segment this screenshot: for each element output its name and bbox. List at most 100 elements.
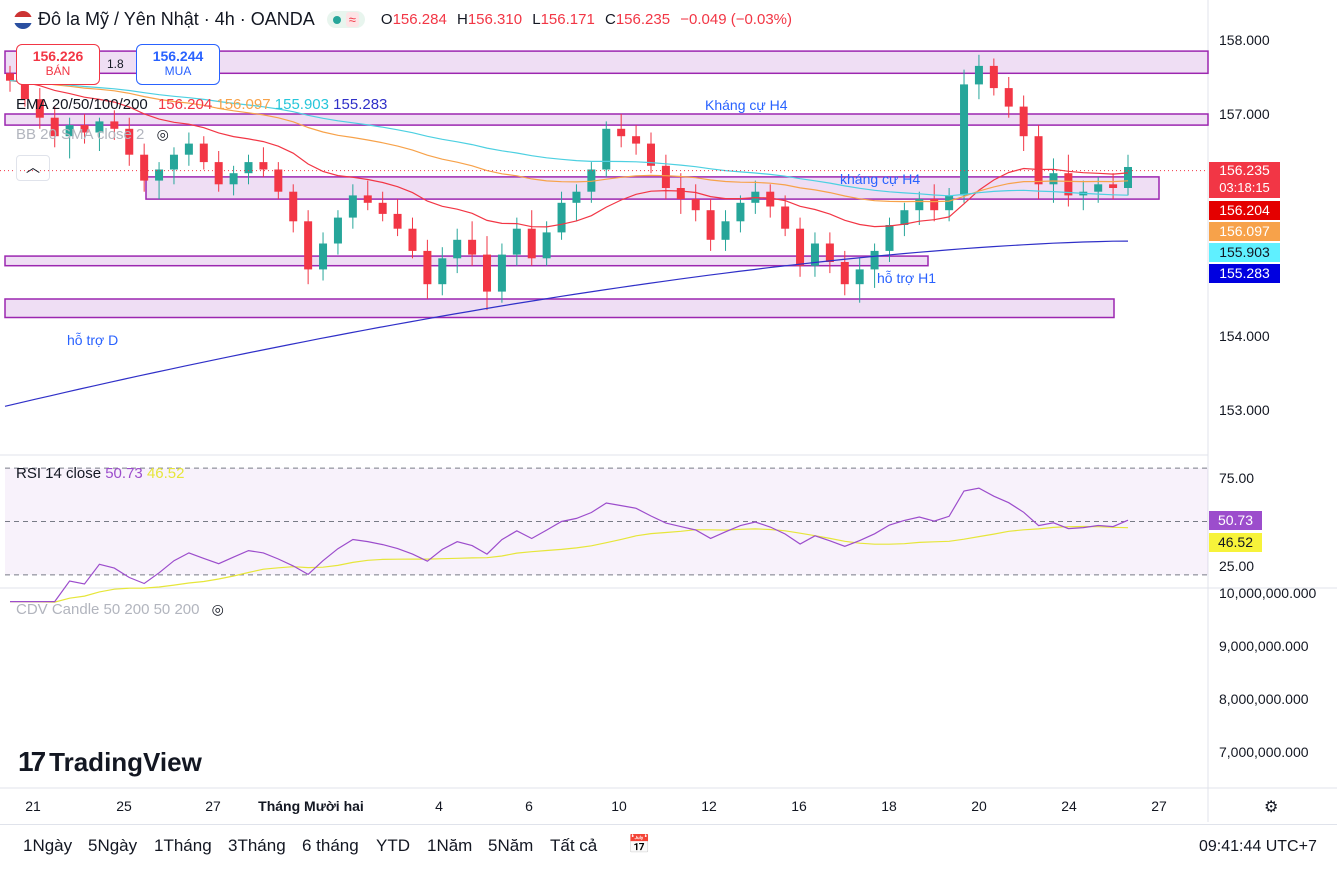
candle-body [95, 121, 104, 133]
spread-value: 1.8 [107, 57, 124, 71]
cdv-axis-label: 8,000,000.000 [1219, 691, 1309, 707]
range-3m-button[interactable]: 3Tháng [228, 836, 286, 855]
candle-body [989, 65, 998, 89]
rsi-legend[interactable]: RSI 14 close 50.73 46.52 [16, 465, 184, 482]
candle-body [169, 154, 178, 170]
cdv-legend[interactable]: CDV Candle 50 200 50 200 ◎ [16, 601, 224, 618]
buy-button[interactable]: 156.244 MUA [136, 44, 220, 85]
candle-body [930, 199, 939, 211]
range-5d-button[interactable]: 5Ngày [88, 836, 138, 855]
market-status-pill[interactable]: ≈ [326, 11, 365, 28]
high-value: 156.310 [467, 11, 523, 28]
ema20-line [9, 80, 1129, 228]
sell-price: 156.226 [32, 48, 84, 64]
candle-body [468, 239, 477, 255]
candle-body [438, 258, 447, 285]
candle-body [512, 228, 521, 255]
tradingview-logo[interactable]: 17 TradingView [18, 746, 202, 778]
candle-body [497, 254, 506, 292]
last-price: 156.235 [1219, 162, 1270, 178]
low-value: 156.171 [540, 11, 595, 28]
candle-body [80, 125, 89, 133]
candle-body [378, 202, 387, 214]
rsi-ma-line [9, 525, 1129, 603]
cdv-axis-label: 10,000,000.000 [1219, 585, 1317, 601]
candle-body [184, 143, 193, 155]
time-axis-label: 25 [116, 798, 132, 814]
sr-zone [4, 298, 1115, 319]
candle-body [557, 202, 566, 233]
sell-button[interactable]: 156.226 BÁN [16, 44, 100, 85]
time-axis-label: 16 [791, 798, 807, 814]
candle-body [110, 121, 119, 129]
candle-body [259, 162, 268, 170]
ema200-value: 155.283 [333, 96, 388, 113]
range-1y-button[interactable]: 1Năm [427, 836, 473, 855]
candle-body [408, 228, 417, 251]
symbol-title[interactable]: Đô la Mỹ / Yên Nhật · 4h · OANDA [38, 9, 315, 29]
bb-title: BB 20 SMA close 2 [16, 126, 145, 143]
candle-body [796, 228, 805, 266]
range-6m-button[interactable]: 6 tháng [302, 836, 359, 855]
candle-body [945, 195, 954, 211]
candle-body [333, 217, 342, 244]
ema20-value: 156.204 [157, 96, 213, 113]
bar-countdown: 03:18:15 [1219, 180, 1270, 195]
bb-legend[interactable]: BB 20 SMA close 2 ◎ [16, 126, 169, 143]
candle-body [50, 117, 59, 137]
candle-body [1004, 88, 1013, 107]
hidden-eye-icon[interactable]: ◎ [211, 601, 224, 617]
range-ytd-button[interactable]: YTD [376, 836, 410, 855]
time-axis-label: 20 [971, 798, 987, 814]
ema-legend[interactable]: EMA 20/50/100/200 156.204 156.097 155.90… [16, 96, 387, 113]
candle-body [1094, 184, 1103, 192]
rsi-value: 50.73 [105, 465, 143, 482]
candle-body [199, 143, 208, 163]
candle-body [915, 199, 924, 211]
usd-jpy-flag-icon [14, 10, 32, 29]
candle-body [274, 169, 283, 192]
candle-body [1109, 184, 1118, 188]
price-axis-label: 153.000 [1219, 402, 1270, 418]
time-axis-label: 10 [611, 798, 627, 814]
time-axis-label: 24 [1061, 798, 1077, 814]
range-1m-button[interactable]: 1Tháng [154, 836, 212, 855]
candle-body [65, 125, 74, 137]
bottom-toolbar [0, 824, 1337, 871]
candle-body [393, 213, 402, 229]
time-axis-label: Tháng Mười hai [258, 798, 364, 814]
candle-body [214, 162, 223, 185]
wave-icon: ≈ [345, 12, 359, 27]
candle-body [155, 169, 164, 181]
candle-body [453, 239, 462, 259]
low-label: L [532, 11, 541, 28]
clock-timezone[interactable]: 09:41:44 UTC+7 [1199, 838, 1317, 855]
cdv-title: CDV Candle 50 200 50 200 [16, 601, 200, 618]
change-value: −0.049 (−0.03%) [680, 11, 792, 28]
goto-date-calendar-icon[interactable]: 📅 [628, 834, 651, 854]
time-axis-label: 21 [25, 798, 41, 814]
time-axis-label: 27 [205, 798, 221, 814]
range-1d-button[interactable]: 1Ngày [23, 836, 73, 855]
rsi-value-tag: 50.73 [1209, 511, 1262, 530]
zone-annotation: kháng cự H4 [840, 171, 920, 187]
candle-body [289, 191, 298, 222]
tradingview-wordmark: TradingView [49, 746, 202, 777]
candle-body [587, 169, 596, 192]
range-5y-button[interactable]: 5Năm [488, 836, 534, 855]
ema50-tag: 156.097 [1209, 222, 1280, 241]
ema50-line [9, 80, 1129, 203]
buy-price: 156.244 [152, 48, 204, 64]
candle-body [810, 243, 819, 266]
hidden-eye-icon[interactable]: ◎ [156, 126, 169, 142]
candle-body [348, 195, 357, 218]
collapse-legend-button[interactable]: ︿ [16, 155, 50, 181]
candle-body [825, 243, 834, 262]
candle-body [721, 221, 730, 240]
ema100-tag: 155.903 [1209, 243, 1280, 262]
candle-body [646, 143, 655, 166]
tradingview-mark-icon: 17 [18, 746, 46, 777]
range-all-button[interactable]: Tất cả [550, 836, 598, 855]
settings-gear-icon[interactable]: ⚙ [1264, 799, 1279, 816]
